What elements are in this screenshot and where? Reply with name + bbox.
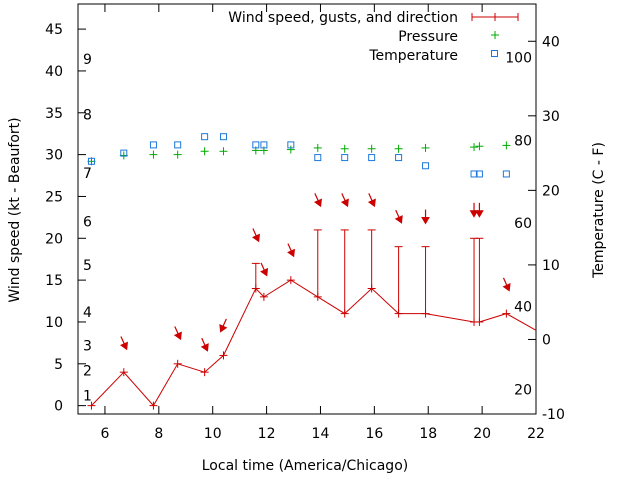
x-tick-label: 14	[312, 426, 330, 442]
wind-direction-arrowhead	[367, 198, 376, 208]
temperature-point	[422, 162, 430, 170]
wind-direction-arrowhead	[469, 210, 479, 218]
x-tick-label: 20	[473, 426, 491, 442]
temperature-point	[87, 157, 95, 165]
temperature-point	[475, 170, 483, 178]
wind-direction-arrowhead	[260, 267, 269, 277]
y-left-tick-label: 25	[45, 189, 63, 205]
temperature-point	[287, 141, 295, 149]
x-tick-label: 16	[365, 426, 383, 442]
tick-label-layer: 6 8 10 12 14 16 18 20 22051015202530354045-10010…	[45, 22, 565, 442]
x-tick-label: 10	[204, 426, 222, 442]
wind-direction-arrowhead	[475, 210, 484, 218]
y-right-tick-label: -10	[542, 407, 565, 423]
legend-swatch-wind	[471, 13, 519, 21]
temperature-point	[174, 141, 182, 149]
temperature-point	[149, 141, 157, 149]
wind-direction-arrowhead	[340, 198, 349, 208]
temperature-point	[395, 154, 403, 162]
temperature-point	[368, 154, 376, 162]
beaufort-label: 5	[83, 258, 92, 274]
y-left-tick-label: 5	[54, 357, 63, 373]
wind-direction-arrowhead	[502, 282, 511, 292]
temperature-point	[341, 154, 349, 162]
legend: Wind speed, gusts, and direction Pressur…	[228, 10, 519, 64]
wind-direction-arrowhead	[173, 331, 182, 341]
fahrenheit-label: 40	[514, 300, 532, 316]
y-right-tick-label: 40	[542, 34, 560, 50]
y-left-tick-label: 45	[45, 22, 63, 38]
wind-speed-line	[91, 279, 536, 407]
x-tick-label: 18	[419, 426, 437, 442]
temperature-point	[252, 141, 260, 149]
wind-direction-arrowhead	[251, 233, 260, 243]
y-right-tick-label: 20	[542, 183, 560, 199]
beaufort-label: 6	[83, 215, 92, 231]
x-tick-label: 6	[100, 426, 109, 442]
temperature-point	[260, 141, 268, 149]
beaufort-label: 3	[83, 338, 92, 354]
legend-swatch-pressure	[491, 31, 499, 39]
beaufort-label: 8	[83, 107, 92, 123]
y-axis-title-right: Temperature (C - F)	[591, 142, 607, 279]
plot-frame	[77, 3, 537, 415]
temperature-point	[470, 170, 478, 178]
axis-ticks	[78, 4, 537, 415]
series-layer	[87, 133, 536, 410]
temperature-point	[314, 154, 322, 162]
beaufort-label: 1	[83, 389, 92, 405]
wind-direction-arrowhead	[394, 215, 403, 224]
y-axis-title-left: Wind speed (kt - Beaufort)	[7, 117, 23, 302]
x-tick-label: 22	[527, 426, 545, 442]
wind-direction-arrowhead	[119, 341, 128, 351]
wind-direction-arrowhead	[287, 248, 295, 258]
temperature-point	[201, 133, 209, 141]
y-right-tick-label: 10	[542, 258, 560, 274]
beaufort-label: 7	[83, 166, 92, 182]
fahrenheit-label: 80	[514, 133, 532, 149]
y-left-tick-label: 0	[54, 399, 63, 415]
y-right-tick-label: 0	[542, 332, 551, 348]
temperature-point	[219, 133, 227, 141]
y-right-tick-label: 30	[542, 109, 560, 125]
y-left-tick-label: 40	[45, 64, 63, 80]
wind-direction-arrowhead	[314, 198, 322, 208]
fahrenheit-label: 20	[514, 382, 532, 398]
temperature-point	[502, 170, 510, 178]
wind-direction-arrowhead	[200, 343, 209, 352]
y-left-tick-label: 20	[45, 231, 63, 247]
y-left-tick-label: 15	[45, 273, 63, 289]
fahrenheit-label: 100	[505, 51, 532, 67]
y-left-tick-label: 30	[45, 148, 63, 164]
wind-direction-arrowhead	[219, 323, 228, 333]
y-left-tick-label: 10	[45, 315, 63, 331]
legend-label-temperature: Temperature	[368, 48, 458, 64]
fahrenheit-label: 60	[514, 216, 532, 232]
y-left-tick-label: 35	[45, 106, 63, 122]
x-tick-label: 8	[154, 426, 163, 442]
temperature-point	[120, 149, 128, 157]
legend-swatch-temperature	[491, 50, 498, 57]
x-axis-title: Local time (America/Chicago)	[202, 458, 408, 474]
wind-direction-arrowhead	[421, 217, 430, 225]
beaufort-label: 4	[83, 305, 92, 321]
x-tick-label: 12	[258, 426, 276, 442]
beaufort-label: 2	[83, 363, 92, 379]
legend-label-wind: Wind speed, gusts, and direction	[228, 10, 458, 26]
legend-label-pressure: Pressure	[398, 29, 458, 45]
beaufort-label: 9	[83, 52, 92, 68]
